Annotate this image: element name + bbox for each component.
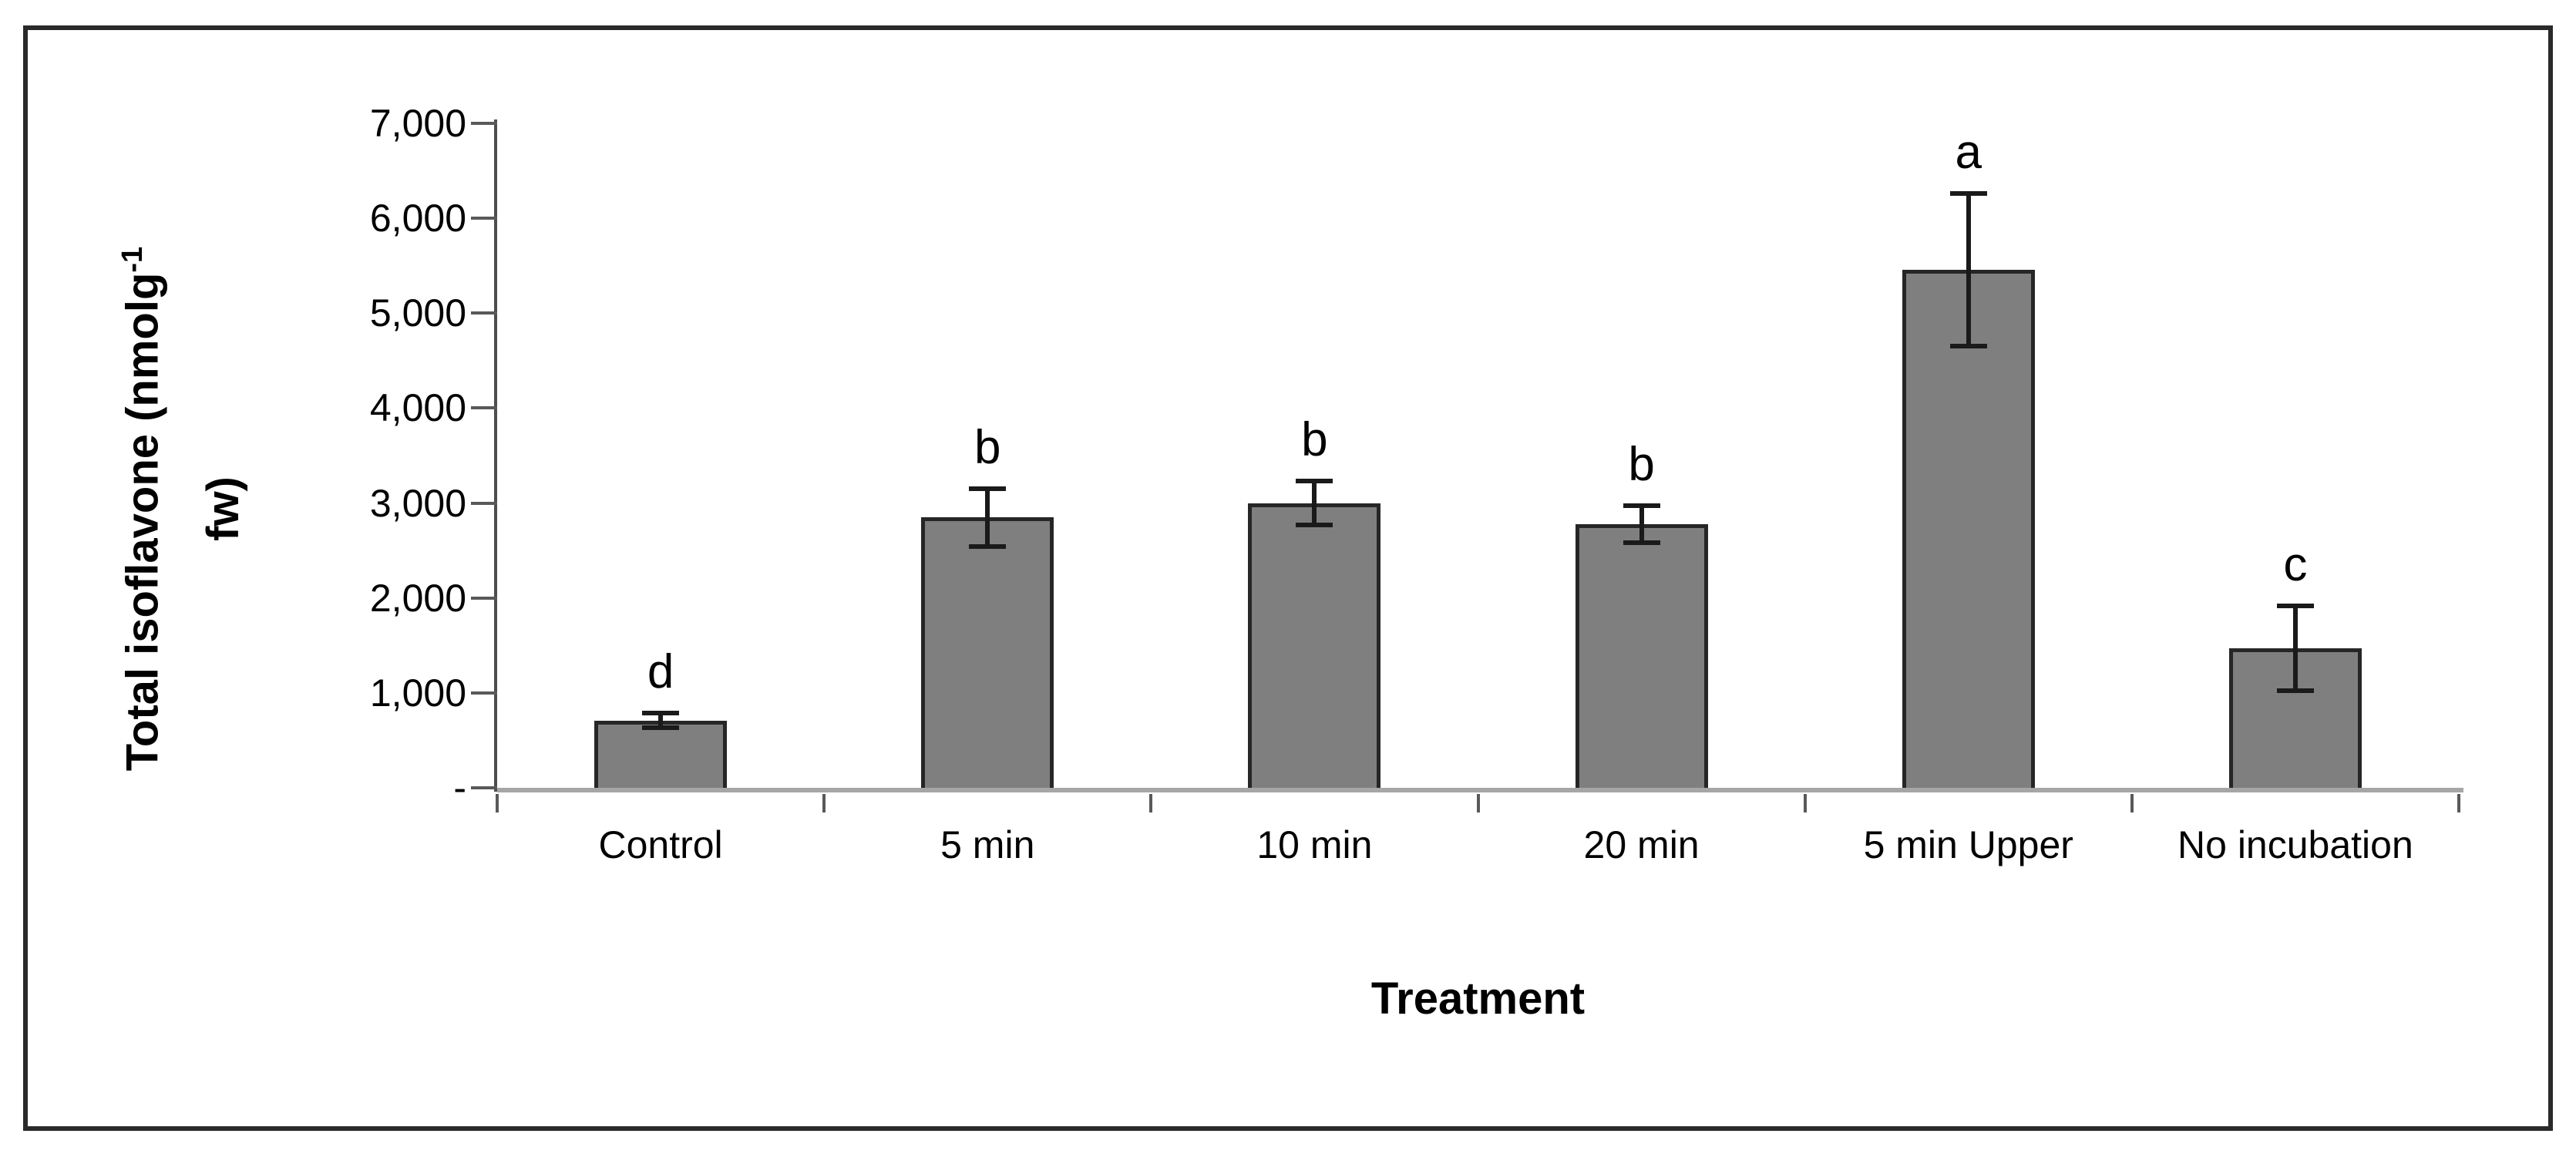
y-tick-label: 2,000	[369, 576, 466, 620]
error-bar-cap-top	[1623, 503, 1660, 508]
error-bar-line	[658, 715, 664, 726]
x-category-label: 20 min	[1583, 823, 1700, 866]
x-category-label: 5 min	[940, 823, 1035, 866]
y-tick	[471, 596, 497, 600]
bar-control	[594, 720, 728, 788]
x-axis-title: Treatment	[1370, 974, 1586, 1024]
x-tick	[822, 794, 826, 812]
x-tick	[2130, 794, 2134, 812]
error-bar-cap-top	[969, 486, 1007, 491]
y-tick	[471, 406, 497, 410]
sig-letter-c: c	[2283, 537, 2308, 591]
error-bar-cap-bottom	[2276, 688, 2314, 694]
error-bar-cap-top	[642, 710, 680, 715]
x-tick	[1803, 794, 1807, 812]
error-bar-cap-top	[1949, 190, 1987, 196]
error-bar-cap-bottom	[1949, 343, 1987, 348]
error-bar-cap-top	[1296, 478, 1333, 483]
sig-letter-b: b	[1301, 412, 1328, 466]
y-tick	[471, 691, 497, 695]
error-bar-cap-bottom	[642, 725, 680, 731]
x-category-label: Control	[598, 823, 723, 866]
x-category-label: 5 min Upper	[1863, 823, 2073, 866]
y-tick-label: 4,000	[369, 386, 466, 430]
y-tick	[471, 311, 497, 315]
y-tick-label: -	[453, 766, 466, 809]
error-bar-line	[1639, 507, 1644, 540]
x-tick	[2457, 794, 2460, 812]
y-tick-label: 5,000	[369, 291, 466, 335]
error-bar-line	[1966, 195, 1971, 344]
sig-letter-b: b	[1628, 437, 1655, 491]
error-bar-cap-top	[2276, 603, 2314, 608]
error-bar-cap-bottom	[969, 543, 1007, 549]
y-tick	[471, 122, 497, 125]
bar-5-min-upper	[1902, 269, 2035, 788]
y-tick	[471, 501, 497, 505]
y-axis-title-superscript: -1	[116, 246, 149, 273]
x-tick	[1476, 794, 1480, 812]
y-tick-label: 1,000	[369, 671, 466, 715]
error-bar-cap-bottom	[1296, 523, 1333, 528]
sig-letter-b: b	[974, 420, 1001, 474]
error-bar-cap-bottom	[1623, 540, 1660, 545]
y-tick-label: 6,000	[369, 197, 466, 241]
y-tick	[471, 786, 497, 789]
y-tick-label: 7,000	[369, 102, 466, 145]
figure-frame	[23, 25, 2553, 1131]
x-category-label: 10 min	[1256, 823, 1373, 866]
error-bar-line	[1312, 483, 1317, 523]
error-bar-line	[2292, 607, 2298, 689]
x-tick	[1149, 794, 1153, 812]
y-axis-line	[494, 119, 497, 792]
y-tick	[471, 217, 497, 220]
y-tick-label: 3,000	[369, 481, 466, 525]
bar-20-min	[1575, 523, 1708, 788]
x-axis-line	[497, 788, 2463, 792]
error-bar-line	[985, 490, 990, 544]
bar-5-min	[921, 517, 1054, 788]
sig-letter-a: a	[1955, 125, 1982, 179]
y-axis-title: Total isoflavone (nmolg-1 fw)	[92, 46, 254, 971]
x-tick	[496, 794, 499, 812]
bar-10-min	[1248, 503, 1381, 788]
y-axis-title-line1: Total isoflavone (nmolg-1	[116, 246, 168, 772]
sig-letter-d: d	[647, 644, 674, 698]
x-category-label: No incubation	[2177, 823, 2413, 866]
